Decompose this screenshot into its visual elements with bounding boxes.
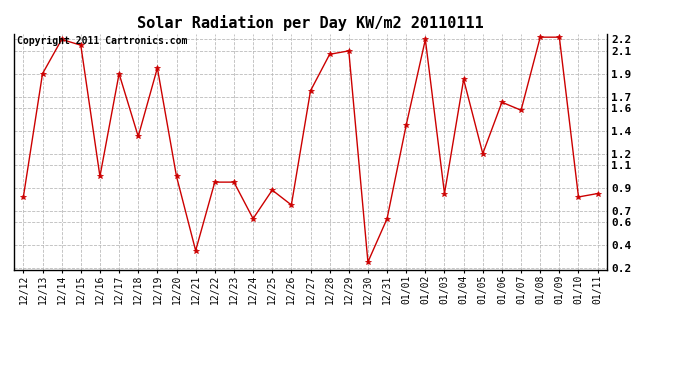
- Text: Copyright 2011 Cartronics.com: Copyright 2011 Cartronics.com: [17, 36, 187, 46]
- Title: Solar Radiation per Day KW/m2 20110111: Solar Radiation per Day KW/m2 20110111: [137, 15, 484, 31]
